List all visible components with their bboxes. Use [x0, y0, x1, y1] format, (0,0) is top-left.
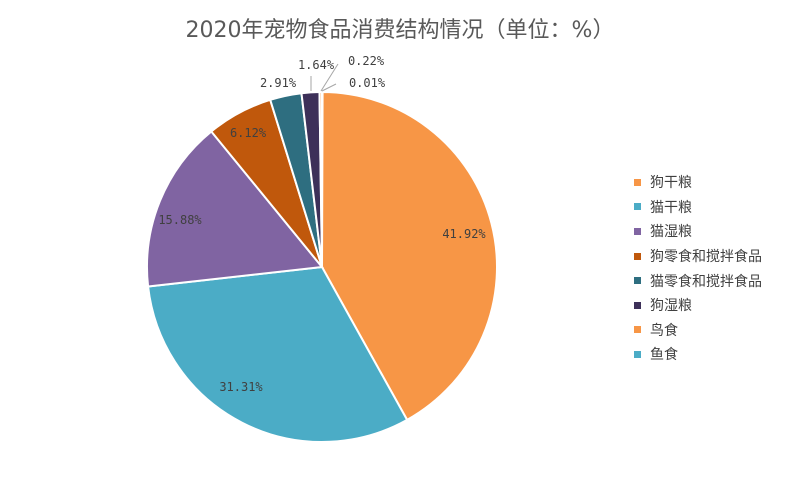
legend-swatch	[634, 227, 641, 235]
leader-line-7	[320, 63, 339, 92]
legend-label: 狗湿粮	[650, 298, 692, 315]
legend-label: 猫零食和搅拌食品	[650, 273, 762, 290]
pie-slices	[146, 90, 498, 443]
data-label-8: 0.01%	[349, 76, 386, 90]
pie-slice-2	[146, 265, 409, 443]
legend-swatch	[634, 277, 641, 285]
legend-item: 猫零食和搅拌食品	[634, 268, 762, 293]
legend-label: 猫湿粮	[650, 224, 692, 241]
legend-label: 狗零食和搅拌食品	[650, 249, 762, 266]
data-label-1: 41.92%	[442, 227, 486, 241]
legend-label: 鸟食	[650, 322, 678, 339]
legend-item: 猫干粮	[634, 195, 762, 220]
legend-swatch	[634, 301, 641, 309]
data-label-4: 6.12%	[230, 126, 267, 140]
legend-label: 狗干粮	[650, 175, 692, 192]
legend-label: 猫干粮	[650, 199, 692, 216]
data-label-2: 31.31%	[219, 380, 263, 394]
pie-slice-1	[321, 90, 498, 422]
pie-slice-8	[320, 90, 324, 268]
chart-title: 2020年宠物食品消费结构情况（单位：%）	[185, 18, 615, 43]
legend-swatch	[634, 326, 641, 334]
legend-item: 鸟食	[634, 318, 762, 343]
leader-lines	[310, 63, 339, 92]
legend: 狗干粮猫干粮猫湿粮狗零食和搅拌食品 猫零食和搅拌食品 狗湿粮鸟食鱼食	[634, 170, 762, 367]
leader-line-8	[321, 83, 337, 92]
legend-item: 狗零食和搅拌食品	[634, 244, 762, 269]
legend-item: 鱼食	[634, 342, 762, 367]
legend-swatch	[634, 350, 641, 358]
legend-item: 狗干粮	[634, 170, 762, 195]
data-label-5: 2.91%	[260, 76, 297, 90]
legend-swatch	[634, 203, 641, 211]
pie-slice-3	[146, 130, 324, 288]
legend-item: 狗湿粮	[634, 293, 762, 318]
legend-item: 猫湿粮	[634, 219, 762, 244]
data-label-6: 1.64%	[298, 58, 335, 72]
data-label-7: 0.22%	[348, 54, 385, 68]
legend-label: 鱼食	[650, 347, 678, 364]
legend-swatch	[634, 178, 641, 186]
legend-swatch	[634, 252, 641, 260]
data-labels: 41.92% 31.31% 15.88% 6.12% 2.91%1.64% 0.22% 0.…	[158, 54, 486, 394]
data-label-3: 15.88%	[158, 213, 202, 227]
